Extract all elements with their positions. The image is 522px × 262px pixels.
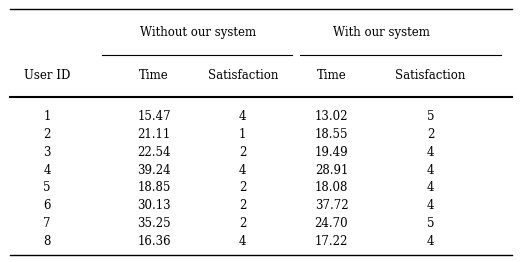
Text: 4: 4 bbox=[427, 146, 434, 159]
Text: 8: 8 bbox=[43, 235, 51, 248]
Text: 19.49: 19.49 bbox=[315, 146, 348, 159]
Text: 4: 4 bbox=[239, 110, 246, 123]
Text: 1: 1 bbox=[43, 110, 51, 123]
Text: 30.13: 30.13 bbox=[137, 199, 171, 212]
Text: Satisfaction: Satisfaction bbox=[208, 69, 278, 83]
Text: 2: 2 bbox=[239, 146, 246, 159]
Text: 4: 4 bbox=[427, 181, 434, 194]
Text: 2: 2 bbox=[239, 181, 246, 194]
Text: 4: 4 bbox=[427, 235, 434, 248]
Text: 22.54: 22.54 bbox=[137, 146, 171, 159]
Text: Without our system: Without our system bbox=[140, 26, 256, 39]
Text: Time: Time bbox=[139, 69, 169, 83]
Text: 4: 4 bbox=[43, 163, 51, 177]
Text: 5: 5 bbox=[427, 217, 434, 230]
Text: 4: 4 bbox=[239, 163, 246, 177]
Text: 16.36: 16.36 bbox=[137, 235, 171, 248]
Text: 17.22: 17.22 bbox=[315, 235, 348, 248]
Text: 2: 2 bbox=[239, 199, 246, 212]
Text: 18.85: 18.85 bbox=[137, 181, 171, 194]
Text: 7: 7 bbox=[43, 217, 51, 230]
Text: 4: 4 bbox=[427, 199, 434, 212]
Text: 2: 2 bbox=[427, 128, 434, 141]
Text: 2: 2 bbox=[43, 128, 51, 141]
Text: 4: 4 bbox=[427, 163, 434, 177]
Text: 21.11: 21.11 bbox=[137, 128, 171, 141]
Text: 1: 1 bbox=[239, 128, 246, 141]
Text: With our system: With our system bbox=[333, 26, 430, 39]
Text: 2: 2 bbox=[239, 217, 246, 230]
Text: 28.91: 28.91 bbox=[315, 163, 348, 177]
Text: 18.08: 18.08 bbox=[315, 181, 348, 194]
Text: Satisfaction: Satisfaction bbox=[396, 69, 466, 83]
Text: 39.24: 39.24 bbox=[137, 163, 171, 177]
Text: Time: Time bbox=[317, 69, 346, 83]
Text: 18.55: 18.55 bbox=[315, 128, 348, 141]
Text: 35.25: 35.25 bbox=[137, 217, 171, 230]
Text: 5: 5 bbox=[427, 110, 434, 123]
Text: User ID: User ID bbox=[24, 69, 70, 83]
Text: 3: 3 bbox=[43, 146, 51, 159]
Text: 4: 4 bbox=[239, 235, 246, 248]
Text: 5: 5 bbox=[43, 181, 51, 194]
Text: 24.70: 24.70 bbox=[315, 217, 348, 230]
Text: 15.47: 15.47 bbox=[137, 110, 171, 123]
Text: 37.72: 37.72 bbox=[315, 199, 348, 212]
Text: 13.02: 13.02 bbox=[315, 110, 348, 123]
Text: 6: 6 bbox=[43, 199, 51, 212]
